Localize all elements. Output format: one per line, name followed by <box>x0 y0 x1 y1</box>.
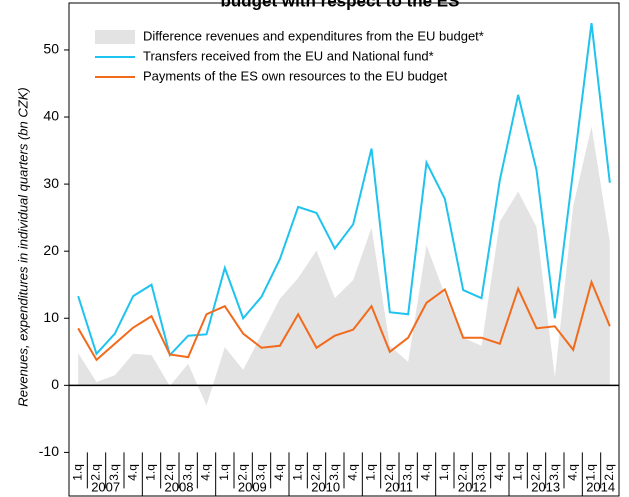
x-tick-label: 2.q <box>382 464 396 481</box>
x-tick-label: 4.q <box>492 464 506 481</box>
x-tick-label: 4.q <box>272 464 286 481</box>
x-tick-label: 1.q <box>510 464 524 481</box>
x-tick-label: 2.q <box>235 464 249 481</box>
x-tick-label: 2.q <box>455 464 469 481</box>
x-tick-label: 2.q <box>309 464 323 481</box>
x-tick-label: 3.q <box>400 464 414 481</box>
x-tick-label: 4.q <box>419 464 433 481</box>
x-tick-label: 1.q <box>364 464 378 481</box>
x-tick-label: 1.q <box>584 464 598 481</box>
x-tick-label: 3.q <box>254 464 268 481</box>
x-tick-label: 3.q <box>180 464 194 481</box>
y-tick-label: 30 <box>43 175 59 191</box>
x-tick-label: 2.q <box>529 464 543 481</box>
x-group-label: 2008 <box>165 479 194 494</box>
x-tick-label: 1.q <box>217 464 231 481</box>
legend-label: Difference revenues and expenditures fro… <box>143 28 484 43</box>
x-tick-label: 4.q <box>345 464 359 481</box>
series-line <box>77 22 611 358</box>
y-tick-label: 40 <box>43 108 59 124</box>
x-group-label: 2009 <box>238 479 267 494</box>
legend-label: Payments of the ES own resources to the … <box>143 68 448 83</box>
x-group-label: 2010 <box>311 479 340 494</box>
x-tick-label: 3.q <box>107 464 121 481</box>
y-tick-label: 20 <box>43 242 59 258</box>
legend-label: Transfers received from the EU and Natio… <box>143 48 434 63</box>
x-tick-label: 4.q <box>125 464 139 481</box>
x-group-label: 2011 <box>385 479 413 494</box>
legend-swatch <box>95 30 135 44</box>
y-tick-label: 50 <box>43 41 59 57</box>
x-tick-label: 2.q <box>162 464 176 481</box>
x-tick-label: 4.q <box>565 464 579 481</box>
plot-frame <box>68 2 620 497</box>
x-tick-label: 4.q <box>199 464 213 481</box>
x-group-label: 2007 <box>91 479 120 494</box>
series-line <box>77 278 611 362</box>
y-axis-label: Revenues, expenditures in individual qua… <box>15 87 30 406</box>
chart-title: budget with respect to the ES <box>221 0 460 10</box>
y-tick-label: 10 <box>43 309 59 325</box>
x-tick-label: 3.q <box>327 464 341 481</box>
x-tick-label: 1.q <box>144 464 158 481</box>
y-tick-label: 0 <box>51 376 59 392</box>
x-group-label: 2014 <box>586 479 615 494</box>
x-tick-label: 1.q <box>290 464 304 481</box>
x-tick-label: 2.q <box>602 464 616 481</box>
x-group-label: 2013 <box>531 479 560 494</box>
x-group-label: 2012 <box>458 479 487 494</box>
x-tick-label: 2.q <box>89 464 103 481</box>
x-tick-label: 1.q <box>437 464 451 481</box>
x-tick-label: 1.q <box>70 464 84 481</box>
y-tick-label: -10 <box>39 443 59 459</box>
difference-area <box>78 126 610 406</box>
x-tick-label: 3.q <box>474 464 488 481</box>
x-tick-label: 3.q <box>547 464 561 481</box>
